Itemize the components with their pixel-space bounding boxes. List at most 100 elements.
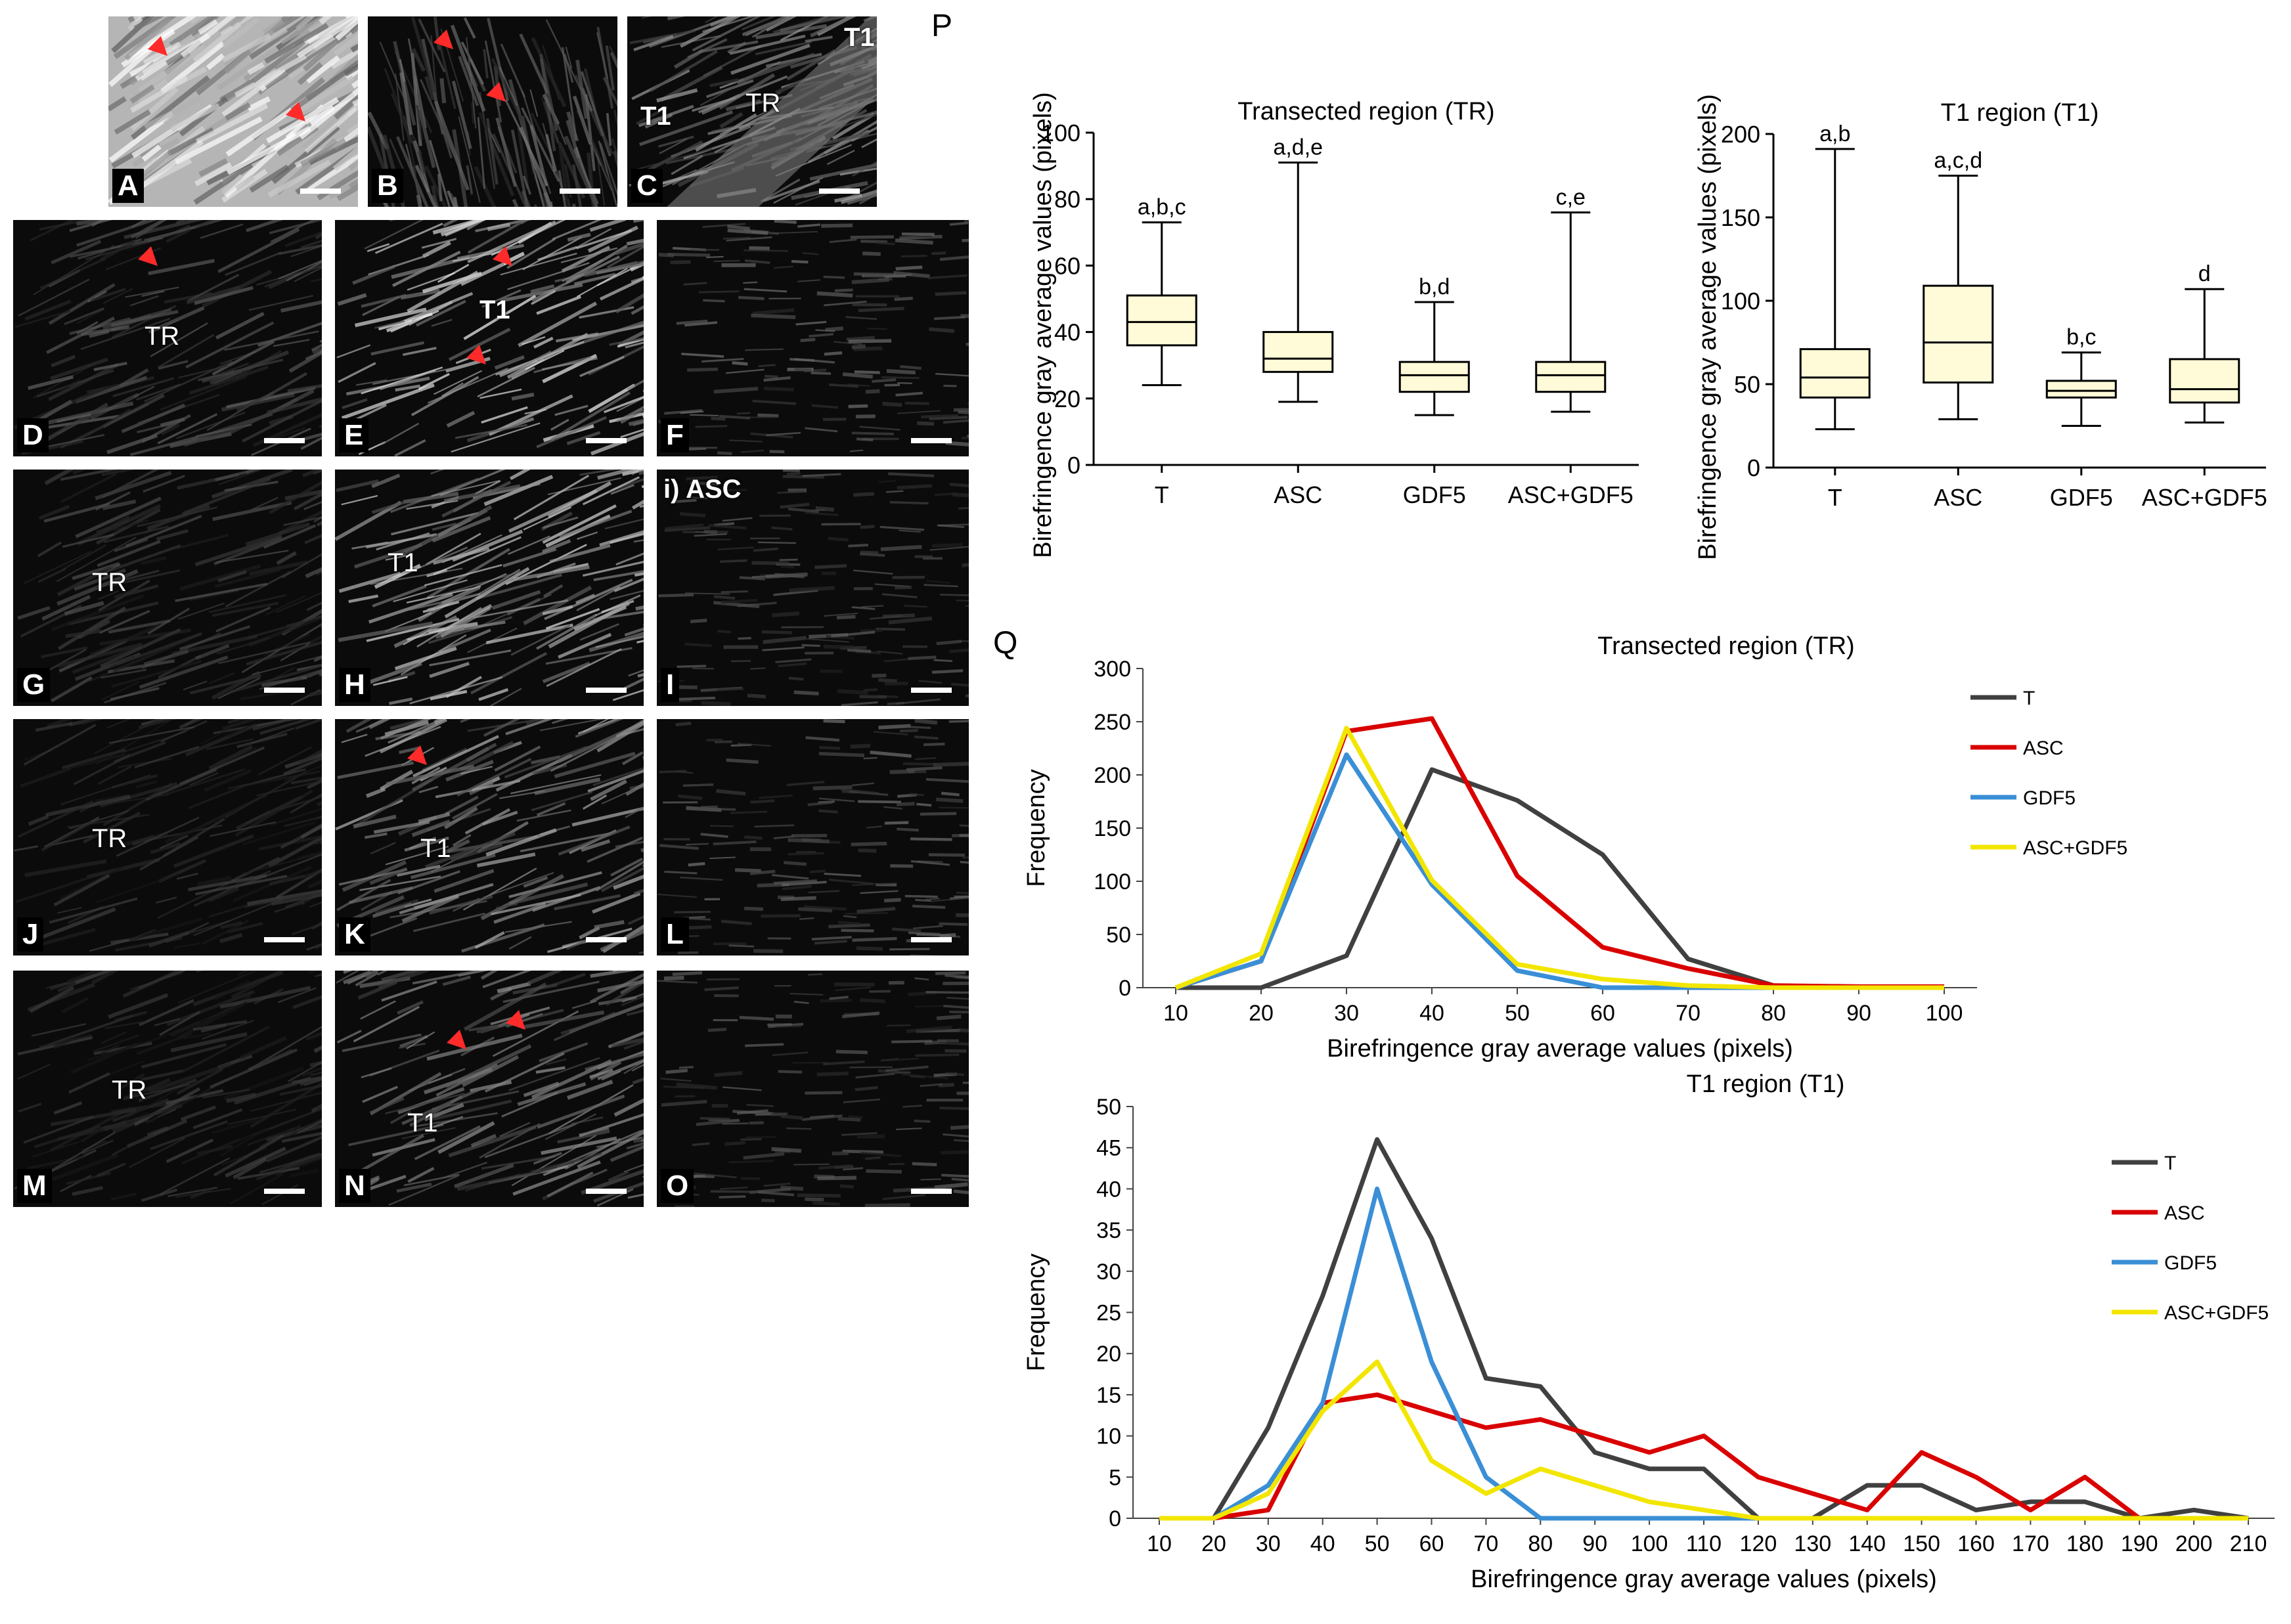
fiber-streak xyxy=(483,49,489,79)
fiber-streak xyxy=(613,577,644,592)
fiber-streak xyxy=(592,892,641,914)
fiber-streak xyxy=(247,1127,295,1146)
fiber-streak xyxy=(921,414,958,419)
fiber-streak xyxy=(510,624,571,656)
fiber-streak xyxy=(815,506,834,512)
fiber-streak xyxy=(737,1109,768,1115)
panel-letter: J xyxy=(17,917,44,952)
y-tick-label: 60 xyxy=(1054,252,1080,279)
fiber-streak xyxy=(99,628,181,669)
fiber-streak xyxy=(141,1188,178,1202)
fiber-streak xyxy=(261,1184,299,1206)
y-tick-label: 40 xyxy=(1096,1177,1121,1202)
fiber-streak xyxy=(596,26,614,109)
fiber-streak xyxy=(826,149,855,165)
fiber-streak xyxy=(496,903,518,909)
fiber-streak xyxy=(890,864,914,868)
fiber-streak xyxy=(521,107,560,182)
fiber-streak xyxy=(494,355,525,370)
fiber-streak xyxy=(116,632,203,666)
x-tick-label: 70 xyxy=(1676,1001,1701,1026)
fiber-streak xyxy=(853,492,875,497)
fiber-streak xyxy=(56,907,82,914)
fiber-streak xyxy=(685,843,709,846)
fiber-streak xyxy=(74,568,126,591)
fiber-streak xyxy=(543,516,579,529)
fiber-streak xyxy=(429,140,451,207)
fiber-streak xyxy=(194,162,233,187)
fiber-streak xyxy=(270,808,322,826)
fiber-streak xyxy=(18,1103,42,1113)
fiber-streak xyxy=(257,746,312,776)
series-line-asc-gdf5 xyxy=(1159,1359,2248,1521)
fiber-streak xyxy=(571,806,644,827)
fiber-streak xyxy=(670,260,691,265)
fiber-streak xyxy=(632,499,644,510)
fiber-streak xyxy=(33,364,92,399)
fiber-streak xyxy=(389,1110,412,1124)
fiber-streak xyxy=(755,40,812,56)
fiber-streak xyxy=(374,320,405,329)
fiber-streak xyxy=(908,655,937,661)
fiber-streak xyxy=(139,999,194,1026)
fiber-streak xyxy=(627,380,644,391)
fiber-streak xyxy=(170,1032,248,1053)
fiber-streak xyxy=(136,1032,193,1055)
fiber-streak xyxy=(458,971,489,977)
fiber-streak xyxy=(131,220,148,229)
fiber-streak xyxy=(138,1078,197,1103)
fiber-streak xyxy=(876,650,903,655)
significance-letters: c,e xyxy=(1556,185,1586,209)
y-tick-label: 50 xyxy=(1106,923,1131,948)
fiber-streak xyxy=(958,1028,969,1033)
fiber-streak xyxy=(308,136,358,165)
fiber-streak xyxy=(222,16,260,49)
fiber-streak xyxy=(75,971,114,984)
fiber-streak xyxy=(266,1135,322,1163)
fiber-streak xyxy=(747,693,766,699)
fiber-streak xyxy=(859,998,885,1003)
fiber-streak xyxy=(500,252,577,276)
fiber-streak xyxy=(343,971,372,984)
fiber-streak xyxy=(501,1091,558,1118)
fiber-streak xyxy=(771,526,793,531)
fiber-streak xyxy=(744,835,763,840)
fiber-streak xyxy=(728,1160,774,1164)
fiber-streak xyxy=(385,1092,465,1114)
fiber-streak xyxy=(141,414,191,443)
fiber-streak xyxy=(198,158,228,177)
x-tick-label: 200 xyxy=(2175,1531,2213,1556)
fiber-streak xyxy=(110,309,179,327)
fiber-streak xyxy=(476,852,536,867)
fiber-streak xyxy=(959,824,969,827)
fiber-streak xyxy=(227,922,263,934)
fiber-streak xyxy=(211,470,293,499)
fiber-streak xyxy=(39,220,92,231)
fiber-streak xyxy=(28,814,49,826)
fiber-streak xyxy=(719,1186,748,1191)
fiber-streak xyxy=(939,594,969,596)
fiber-streak xyxy=(925,898,940,901)
fiber-streak xyxy=(33,244,115,296)
fiber-streak xyxy=(579,926,600,940)
fiber-streak xyxy=(117,1073,145,1091)
fiber-streak xyxy=(611,478,644,492)
fiber-streak xyxy=(113,741,166,763)
fiber-streak xyxy=(485,828,557,857)
fiber-streak xyxy=(552,220,602,240)
fiber-streak xyxy=(41,646,88,659)
fiber-streak xyxy=(740,1177,761,1180)
fiber-streak xyxy=(513,565,590,582)
fiber-streak xyxy=(60,470,120,481)
fiber-streak xyxy=(941,791,960,797)
fiber-streak xyxy=(680,876,723,881)
fiber-streak xyxy=(189,772,219,786)
fiber-streak xyxy=(24,859,107,877)
fiber-streak xyxy=(370,842,396,855)
fiber-streak xyxy=(259,669,322,690)
fiber-streak xyxy=(111,1193,137,1201)
fiber-streak xyxy=(506,598,541,616)
fiber-streak xyxy=(194,286,254,305)
fiber-streak xyxy=(166,229,191,243)
fiber-streak xyxy=(353,814,397,829)
